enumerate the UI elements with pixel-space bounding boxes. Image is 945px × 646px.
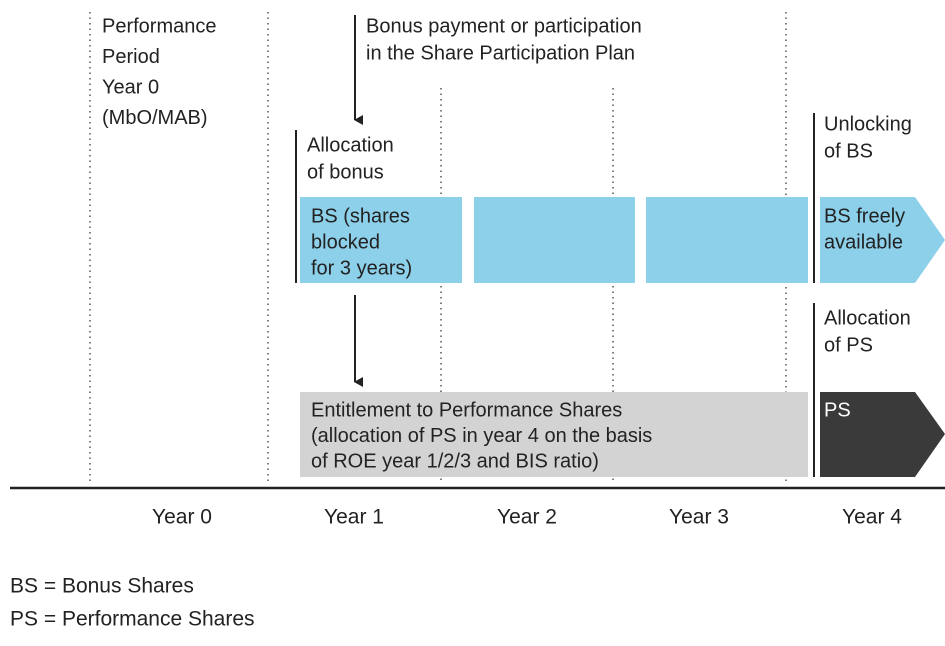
bs-free-text: available [824,231,903,253]
bonus-note: in the Share Participation Plan [366,42,635,64]
ps-text: PS [824,399,851,421]
entitlement-text: of ROE year 1/2/3 and BIS ratio) [311,450,599,472]
legend-text: BS = Bonus Shares [10,575,194,598]
period-text: Performance [102,15,217,37]
bs-box-text: for 3 years) [311,257,412,279]
bs-box-text: blocked [311,231,380,253]
bonus-note: Bonus payment or participation [366,15,642,37]
legend-text: PS = Performance Shares [10,608,255,631]
year-label: Year 2 [497,506,557,529]
period-text: (MbO/MAB) [102,107,208,129]
year-label: Year 0 [152,506,212,529]
period-text: Year 0 [102,76,159,98]
allocation-ps: of PS [824,334,873,356]
ps-arrow [820,392,945,477]
entitlement-text: Entitlement to Performance Shares [311,399,622,421]
entitlement-box [300,392,808,477]
allocation-bonus: of bonus [307,161,384,183]
unlocking-text: of BS [824,140,873,162]
bs-box-text: BS (shares [311,205,410,227]
allocation-ps: Allocation [824,307,911,329]
unlocking-text: Unlocking [824,113,912,135]
year-label: Year 4 [842,506,902,529]
bs-block-2 [474,197,635,283]
allocation-bonus: Allocation [307,134,394,156]
bs-block-3 [646,197,808,283]
period-text: Period [102,46,160,68]
year-label: Year 1 [324,506,384,529]
bs-free-text: BS freely [824,205,905,227]
year-label: Year 3 [669,506,729,529]
bs-free-arrow [820,197,945,283]
bs-block-1 [300,197,462,283]
entitlement-text: (allocation of PS in year 4 on the basis [311,425,652,447]
